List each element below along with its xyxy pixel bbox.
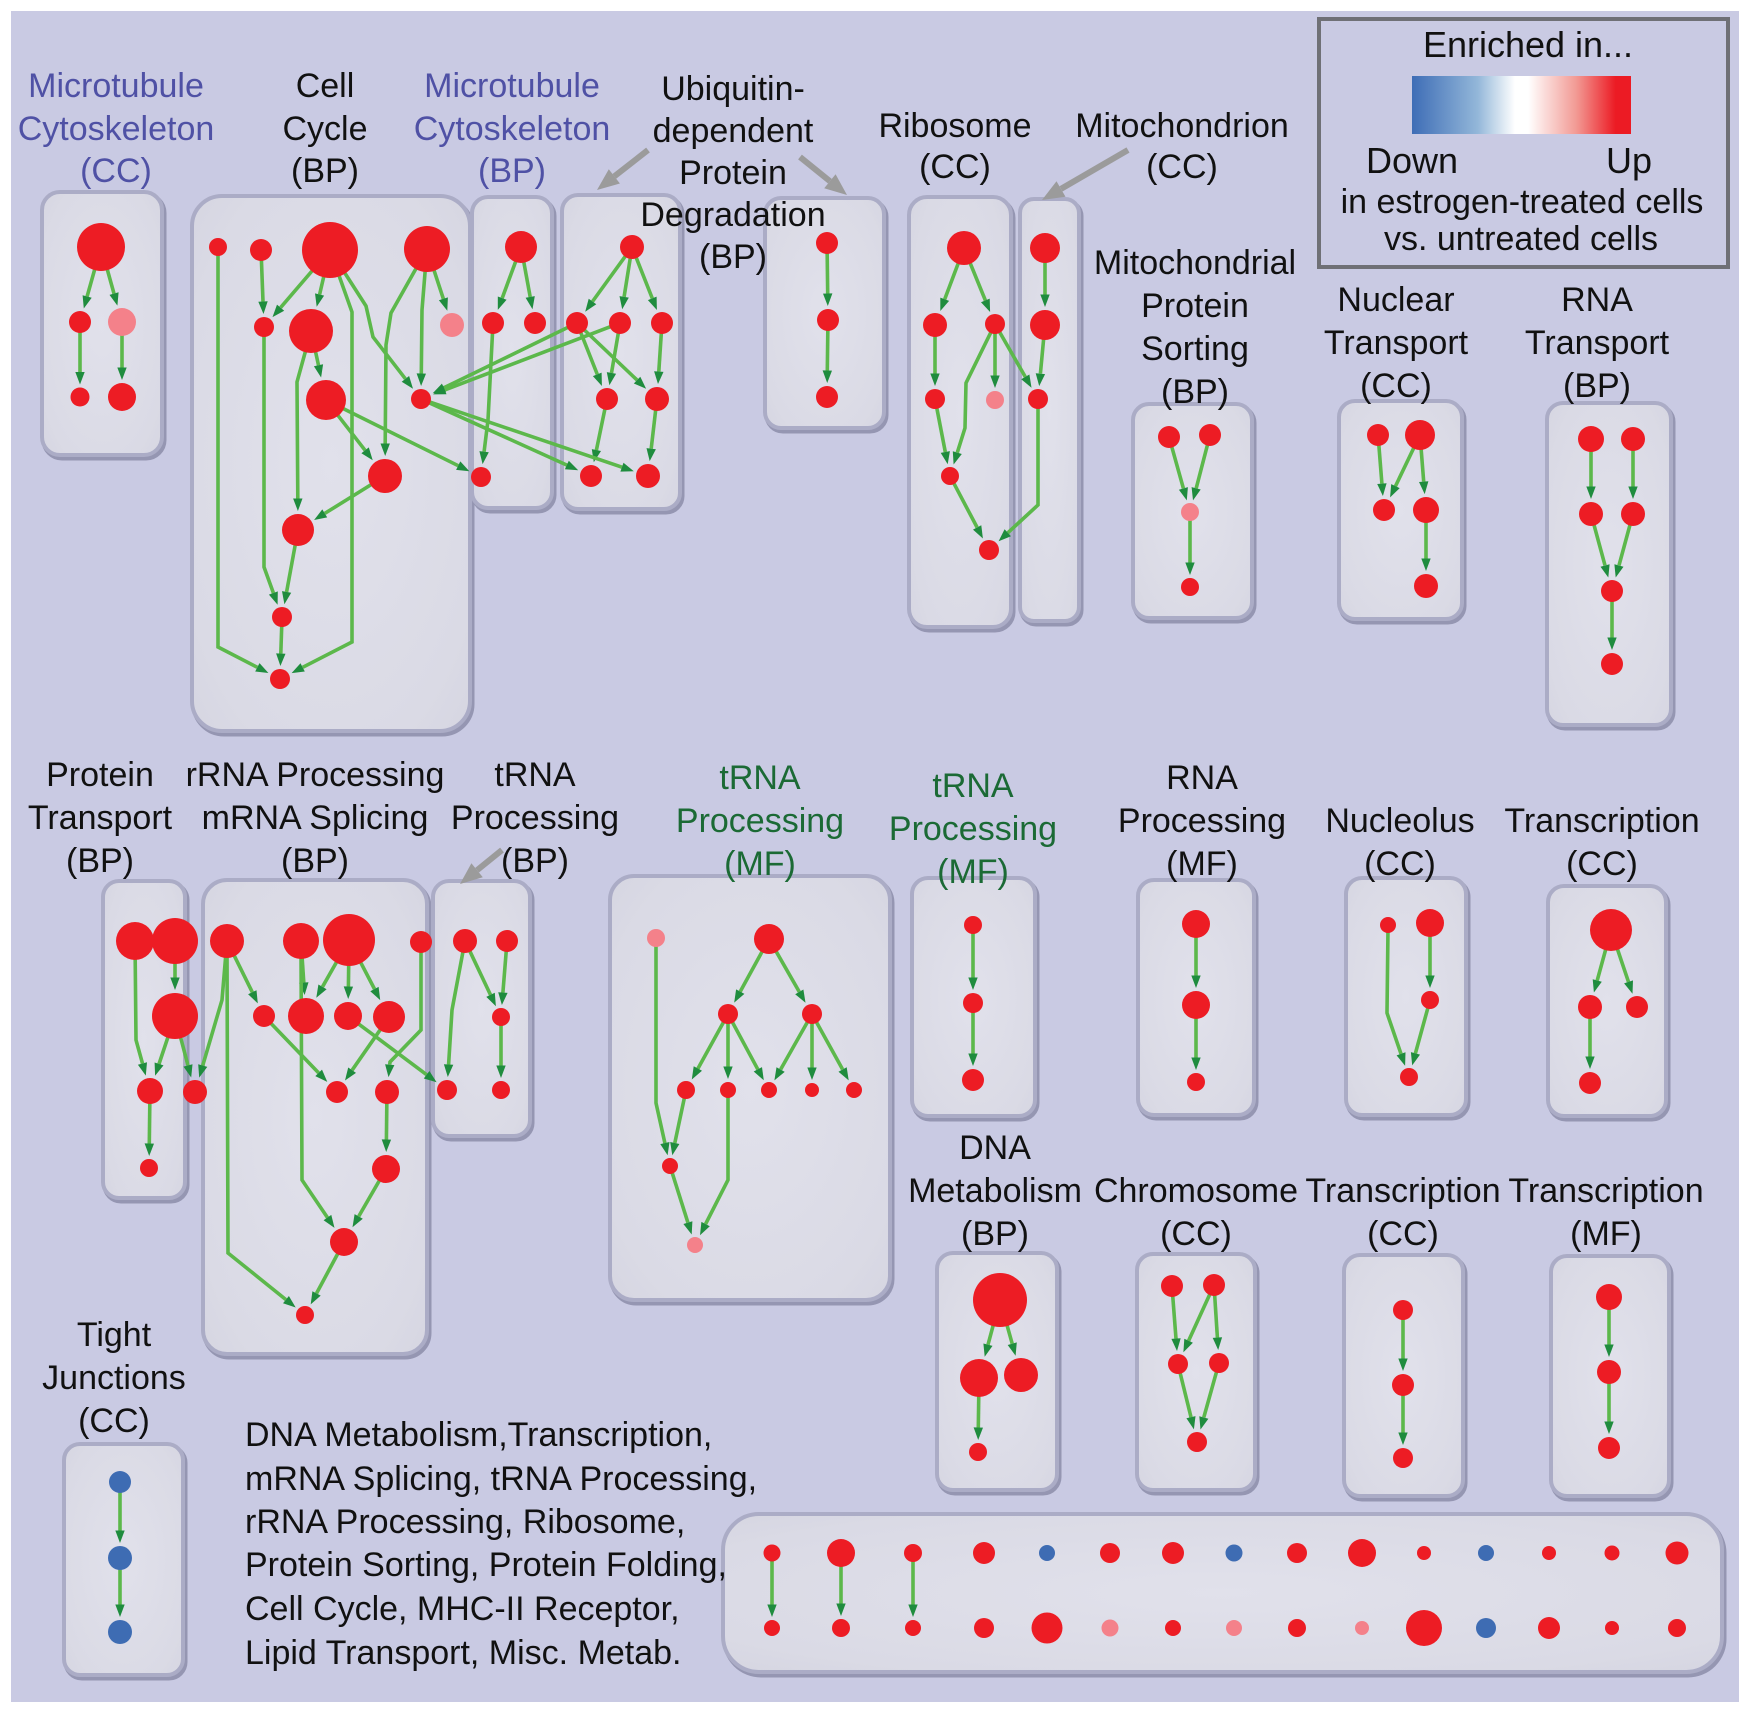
svg-text:Cytoskeleton: Cytoskeleton <box>18 110 215 148</box>
svg-text:mRNA Splicing, tRNA Processing: mRNA Splicing, tRNA Processing, <box>245 1460 757 1498</box>
svg-text:Junctions: Junctions <box>42 1359 186 1397</box>
svg-text:Microtubule: Microtubule <box>28 67 204 105</box>
svg-text:(CC): (CC) <box>1160 1215 1232 1253</box>
svg-text:tRNA: tRNA <box>494 756 576 794</box>
svg-text:Cycle: Cycle <box>282 110 367 148</box>
svg-text:Ribosome: Ribosome <box>878 107 1031 145</box>
svg-text:Enriched in...: Enriched in... <box>1423 24 1633 65</box>
svg-text:Down: Down <box>1366 140 1458 181</box>
svg-text:Transport: Transport <box>1324 324 1469 362</box>
svg-text:(BP): (BP) <box>1563 367 1631 405</box>
svg-text:Cell: Cell <box>296 67 355 105</box>
svg-text:tRNA: tRNA <box>719 759 801 797</box>
svg-text:Processing: Processing <box>676 802 844 840</box>
svg-text:Transcription: Transcription <box>1508 1172 1703 1210</box>
svg-text:Mitochondrion: Mitochondrion <box>1075 107 1289 145</box>
svg-text:Sorting: Sorting <box>1141 330 1249 368</box>
svg-text:(CC): (CC) <box>1360 367 1432 405</box>
svg-text:(MF): (MF) <box>724 845 796 883</box>
svg-text:Lipid Transport, Misc. Metab.: Lipid Transport, Misc. Metab. <box>245 1634 682 1672</box>
svg-text:(BP): (BP) <box>699 238 767 276</box>
svg-text:rRNA Processing, Ribosome,: rRNA Processing, Ribosome, <box>245 1503 685 1541</box>
svg-text:tRNA: tRNA <box>932 767 1014 805</box>
svg-text:(BP): (BP) <box>291 152 359 190</box>
svg-text:Microtubule: Microtubule <box>424 67 600 105</box>
svg-text:(BP): (BP) <box>281 842 349 880</box>
svg-text:Transport: Transport <box>28 799 173 837</box>
svg-text:Transcription: Transcription <box>1504 802 1699 840</box>
svg-text:mRNA Splicing: mRNA Splicing <box>202 799 429 837</box>
svg-text:(CC): (CC) <box>80 152 152 190</box>
svg-text:(CC): (CC) <box>78 1402 150 1440</box>
svg-text:Transcription: Transcription <box>1305 1172 1500 1210</box>
svg-text:(CC): (CC) <box>1367 1215 1439 1253</box>
svg-text:Protein: Protein <box>679 154 787 192</box>
svg-text:Cytoskeleton: Cytoskeleton <box>414 110 611 148</box>
svg-text:RNA: RNA <box>1561 281 1633 319</box>
svg-text:(BP): (BP) <box>66 842 134 880</box>
svg-text:Up: Up <box>1606 140 1652 181</box>
svg-text:Cell Cycle, MHC-II Receptor,: Cell Cycle, MHC-II Receptor, <box>245 1590 680 1628</box>
svg-text:Processing: Processing <box>451 799 619 837</box>
svg-text:vs. untreated cells: vs. untreated cells <box>1384 220 1658 258</box>
svg-text:Transport: Transport <box>1525 324 1670 362</box>
svg-text:Protein Sorting, Protein Foldi: Protein Sorting, Protein Folding, <box>245 1546 727 1584</box>
svg-text:RNA: RNA <box>1166 759 1238 797</box>
svg-text:Nucleolus: Nucleolus <box>1325 802 1474 840</box>
svg-text:DNA Metabolism,Transcription,: DNA Metabolism,Transcription, <box>245 1416 712 1454</box>
svg-text:Degradation: Degradation <box>640 196 825 234</box>
svg-text:(BP): (BP) <box>501 842 569 880</box>
svg-text:(MF): (MF) <box>1570 1215 1642 1253</box>
svg-text:Metabolism: Metabolism <box>908 1172 1082 1210</box>
svg-text:Processing: Processing <box>1118 802 1286 840</box>
svg-text:(CC): (CC) <box>1566 845 1638 883</box>
svg-text:(CC): (CC) <box>1146 148 1218 186</box>
svg-text:DNA: DNA <box>959 1129 1031 1167</box>
svg-text:dependent: dependent <box>653 112 814 150</box>
svg-text:(BP): (BP) <box>478 152 546 190</box>
svg-text:Nuclear: Nuclear <box>1337 281 1454 319</box>
svg-text:Tight: Tight <box>77 1316 152 1354</box>
svg-text:in estrogen-treated cells: in estrogen-treated cells <box>1341 183 1704 221</box>
svg-text:(BP): (BP) <box>1161 373 1229 411</box>
svg-text:Chromosome: Chromosome <box>1094 1172 1298 1210</box>
svg-text:(CC): (CC) <box>919 148 991 186</box>
svg-text:(MF): (MF) <box>937 853 1009 891</box>
svg-text:Ubiquitin-: Ubiquitin- <box>661 70 805 108</box>
svg-text:Protein: Protein <box>46 756 154 794</box>
svg-text:Protein: Protein <box>1141 287 1249 325</box>
svg-text:Mitochondrial: Mitochondrial <box>1094 244 1296 282</box>
svg-text:Processing: Processing <box>889 810 1057 848</box>
svg-text:rRNA Processing: rRNA Processing <box>186 756 445 794</box>
svg-text:(CC): (CC) <box>1364 845 1436 883</box>
svg-text:(MF): (MF) <box>1166 845 1238 883</box>
svg-text:(BP): (BP) <box>961 1215 1029 1253</box>
